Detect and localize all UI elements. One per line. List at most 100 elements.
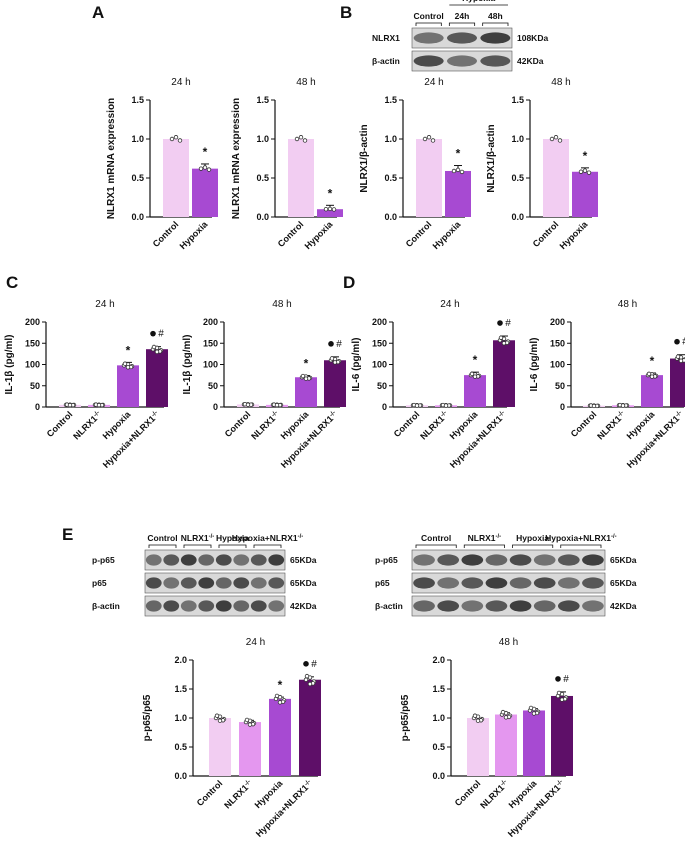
- data-point: [307, 681, 313, 687]
- y-tick-label: 200: [372, 317, 387, 327]
- y-tick-label: 1.5: [131, 95, 144, 105]
- data-point: [451, 168, 457, 174]
- y-axis-label: IL-6 (pg/ml): [529, 338, 540, 392]
- blot-band: [461, 600, 484, 612]
- blot-lane-label: Hypoxia: [216, 533, 249, 543]
- data-point: [553, 135, 559, 140]
- significance-mark: #: [336, 339, 342, 350]
- blot-band: [180, 554, 197, 566]
- significance-dot-icon: [555, 676, 561, 682]
- bar: [209, 718, 231, 776]
- y-axis-label: NLRX1/β-actin: [486, 124, 497, 192]
- blot-band: [413, 55, 444, 67]
- y-tick-label: 50: [377, 381, 387, 391]
- y-tick-label: 50: [30, 381, 40, 391]
- y-tick-label: 2.0: [432, 655, 445, 665]
- y-tick-label: 1.5: [511, 95, 524, 105]
- data-point: [304, 673, 310, 679]
- blot-band: [485, 600, 508, 612]
- blot-band: [163, 577, 180, 589]
- significance-dot-icon: [497, 320, 503, 326]
- data-point: [549, 136, 555, 142]
- x-tick-label: Hypoxia+NLRX1-/-: [447, 409, 508, 470]
- blot-row-label: β-actin: [375, 601, 403, 611]
- data-point: [426, 135, 432, 140]
- x-tick-label: Control: [151, 219, 181, 249]
- blot-row-label: p65: [92, 578, 107, 588]
- data-point: [274, 693, 280, 699]
- significance-mark: #: [311, 659, 317, 670]
- blot-band: [180, 577, 197, 589]
- chart-d-48h: 48 h 0 50 100 150 200 IL-6 (pg/ml) ControlNLRX1…: [529, 299, 685, 470]
- significance-dot-icon: [674, 338, 680, 345]
- chart-e-48h: 48 h0.00.51.01.52.0p-p65/p65ControlNLRX1…: [400, 637, 573, 839]
- blot-kda-label: 42KDa: [610, 601, 637, 611]
- significance-mark: *: [456, 147, 461, 161]
- data-point: [430, 138, 436, 143]
- blot-band: [145, 600, 162, 612]
- blot-lane-bracket: [560, 544, 602, 548]
- x-tick-label: Control: [223, 409, 253, 439]
- bar: [117, 365, 139, 407]
- blot-band: [509, 554, 532, 566]
- blot-band: [437, 600, 460, 612]
- significance-mark: *: [278, 678, 283, 692]
- y-tick-label: 0.0: [131, 212, 144, 222]
- blot-lane-label: Control: [421, 533, 451, 543]
- x-tick-label: Control: [392, 409, 422, 439]
- data-point: [303, 677, 309, 682]
- data-point: [455, 167, 461, 173]
- chart-d-24h: 24 h 0 50 100 150 200 IL-6 (pg/ml) ControlNLRX1…: [351, 299, 515, 470]
- blot-band: [461, 554, 484, 566]
- blot-kda-label: 42KDa: [517, 56, 544, 66]
- chart-b-24h: 24 h 0.0 0.5 1.0 1.5 NLRX1/β-actin Control * Hyp…: [359, 77, 471, 251]
- y-tick-label: 0.0: [256, 212, 269, 222]
- y-tick-label: 0: [35, 402, 40, 412]
- blot-lane-label: Hypoxia: [516, 533, 549, 543]
- blot-row-label: p65: [375, 578, 390, 588]
- blot-lane-bracket: [183, 544, 212, 548]
- data-point: [469, 371, 475, 377]
- bar: [317, 209, 343, 217]
- blot-kda-label: 65KDa: [610, 578, 637, 588]
- x-tick-label: NLRX1-/-: [595, 409, 628, 442]
- significance-mark: #: [505, 318, 511, 329]
- data-point: [578, 169, 584, 174]
- y-axis-label: NLRX1 mRNA expression: [106, 98, 117, 219]
- data-point: [649, 374, 655, 379]
- blot-band: [582, 600, 604, 612]
- blot-strip: [411, 572, 606, 594]
- blot-lane-label: 48h: [488, 11, 503, 21]
- data-point: [503, 715, 509, 720]
- blot-band: [509, 577, 532, 589]
- blot-lane-label: Hypoxia+NLRX1-/-: [232, 533, 304, 543]
- y-tick-label: 0: [382, 402, 387, 412]
- blot-lane-bracket: [218, 544, 247, 548]
- x-tick-label: NLRX1-/-: [478, 778, 511, 811]
- blot-band: [215, 577, 232, 589]
- y-axis-label: NLRX1 mRNA expression: [231, 98, 242, 219]
- data-point: [202, 165, 208, 170]
- bar: [299, 679, 321, 776]
- blot-band: [557, 554, 580, 566]
- blot-band: [437, 554, 460, 566]
- data-point: [646, 371, 652, 377]
- chart-title: 24 h: [246, 637, 265, 648]
- y-tick-label: 50: [555, 381, 565, 391]
- blot-lane-bracket: [148, 544, 177, 548]
- blot-band: [413, 600, 435, 612]
- panel-letter-e: E: [62, 525, 73, 544]
- blot-band: [233, 600, 250, 612]
- bar: [641, 375, 663, 407]
- blot-band: [461, 577, 484, 589]
- x-tick-label: Hypoxia: [303, 219, 336, 252]
- data-point: [498, 335, 504, 340]
- y-tick-label: 1.5: [432, 684, 445, 694]
- blot-band: [233, 554, 250, 566]
- bar: [495, 714, 517, 776]
- data-point: [298, 135, 304, 140]
- chart-a-48h: 48 h 0.0 0.5 1.0 1.5 NLRX1 mRNA expression Con…: [231, 77, 343, 251]
- data-point: [332, 360, 338, 365]
- bar: [288, 139, 314, 217]
- y-tick-label: 0.5: [384, 173, 397, 183]
